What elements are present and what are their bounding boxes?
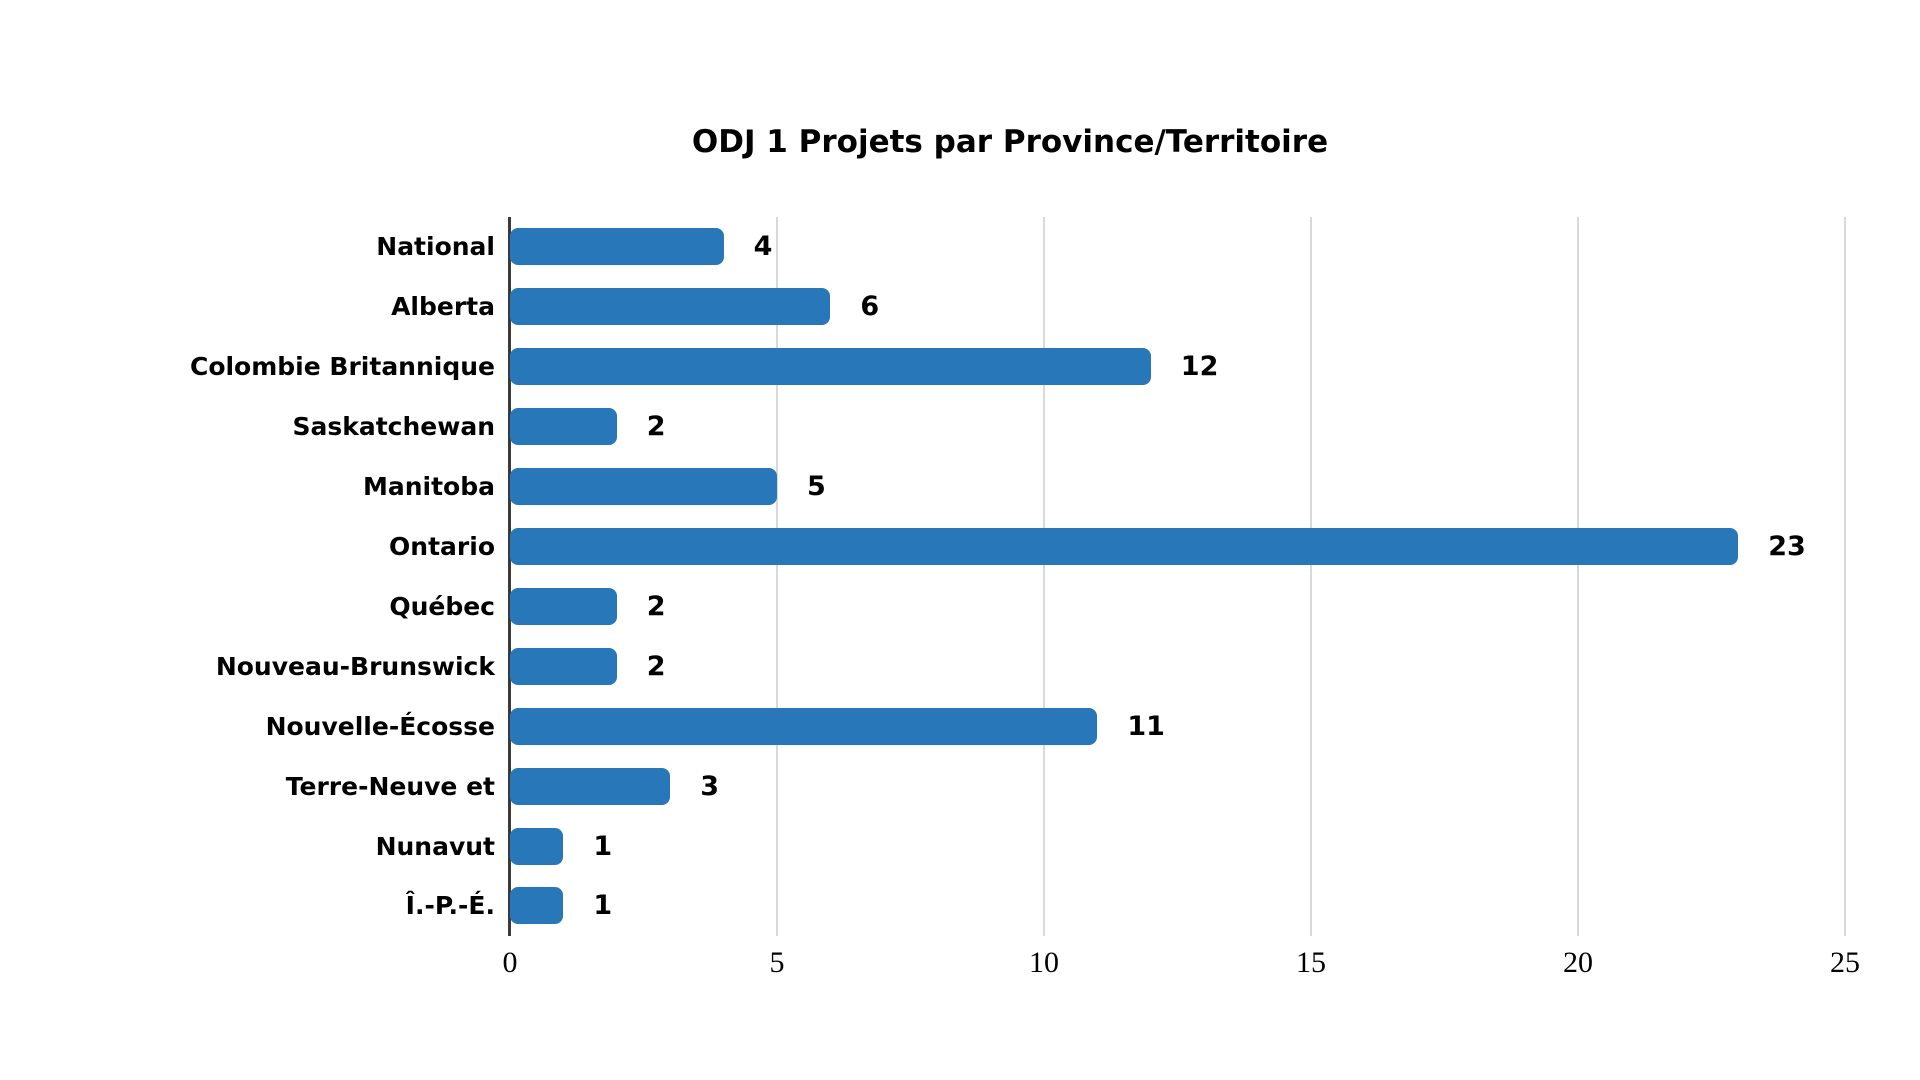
- grid-layer: [508, 217, 1846, 936]
- bar-row: Colombie Britannique 12: [190, 348, 1845, 386]
- bar: [510, 767, 671, 805]
- plot-area: National 4 Alberta 6 Colombie Britannique 12 S…: [190, 217, 1845, 936]
- category-label: Nouveau-Brunswick: [215, 651, 495, 681]
- bar: [510, 228, 724, 266]
- bar: [510, 647, 617, 685]
- value-label: 6: [860, 291, 880, 323]
- bar-row: Québec 2: [389, 587, 1845, 625]
- bar: [510, 827, 564, 865]
- x-tick-label: 5: [769, 946, 785, 979]
- bar: [510, 587, 617, 625]
- category-label: Terre-Neuve et: [285, 771, 495, 801]
- bar-row: Terre-Neuve et 3: [286, 767, 1845, 805]
- bar: [510, 348, 1151, 386]
- bar-row: Nouveau-Brunswick 2: [216, 647, 1845, 685]
- x-tick-label: 15: [1296, 946, 1326, 979]
- value-label: 2: [646, 650, 666, 682]
- bar: [510, 468, 777, 506]
- y-axis-line: [508, 217, 511, 936]
- x-tick-label: 25: [1830, 946, 1860, 979]
- value-label: 12: [1180, 351, 1219, 383]
- category-label: Québec: [389, 591, 495, 621]
- bar-row: Î.-P.-É. 1: [406, 887, 1845, 925]
- x-tick-label: 10: [1029, 946, 1059, 979]
- x-tick-label: 0: [502, 946, 518, 979]
- category-label: Alberta: [391, 292, 495, 322]
- value-label: 5: [807, 471, 826, 503]
- bar-row: Saskatchewan 2: [292, 408, 1845, 446]
- value-label: 11: [1127, 710, 1165, 742]
- gridline: [1310, 217, 1312, 936]
- bar: [510, 527, 1739, 565]
- gridline: [776, 217, 778, 936]
- value-label: 2: [646, 411, 666, 443]
- value-label: 4: [753, 231, 773, 263]
- category-label: Nunavut: [375, 831, 495, 861]
- bar: [510, 408, 617, 446]
- bar-row: Ontario 23: [389, 527, 1845, 565]
- bar-row: Nouvelle-Écosse 11: [266, 707, 1845, 745]
- value-label: 23: [1768, 530, 1806, 562]
- bar-row: Nunavut 1: [376, 827, 1845, 865]
- gridline: [1043, 217, 1045, 936]
- category-label: Ontario: [389, 531, 495, 561]
- value-label: 1: [593, 830, 613, 862]
- bar: [510, 288, 831, 326]
- category-label: Manitoba: [362, 472, 495, 502]
- value-label: 3: [700, 770, 719, 802]
- bar: [510, 887, 564, 925]
- value-label: 1: [593, 890, 613, 922]
- gridline: [1577, 217, 1579, 936]
- category-label: Î.-P.-É.: [405, 891, 495, 921]
- category-label: Nouvelle-Écosse: [265, 711, 495, 741]
- category-label: Saskatchewan: [292, 412, 495, 442]
- chart-title: ODJ 1 Projets par Province/Territoire: [691, 124, 1329, 160]
- category-label: National: [376, 232, 495, 262]
- x-axis-ticks: 0 5 10 15 20 25: [503, 946, 1861, 986]
- bar: [510, 707, 1098, 745]
- category-label: Colombie Britannique: [189, 352, 495, 382]
- x-tick-label: 20: [1563, 946, 1593, 979]
- bar-row: National 4: [376, 228, 1845, 266]
- value-label: 2: [646, 590, 666, 622]
- gridline: [1844, 217, 1846, 936]
- bar-row: Manitoba 5: [363, 468, 1845, 506]
- bar-row: Alberta 6: [391, 288, 1845, 326]
